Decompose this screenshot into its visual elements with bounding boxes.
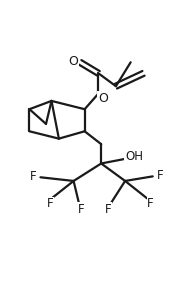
- Text: OH: OH: [125, 150, 143, 163]
- Text: O: O: [98, 92, 108, 105]
- Text: F: F: [29, 170, 36, 183]
- Text: F: F: [78, 203, 84, 216]
- Text: F: F: [105, 203, 112, 216]
- Text: F: F: [157, 169, 164, 182]
- Text: F: F: [47, 197, 53, 211]
- Text: F: F: [147, 197, 154, 211]
- Text: O: O: [68, 55, 78, 68]
